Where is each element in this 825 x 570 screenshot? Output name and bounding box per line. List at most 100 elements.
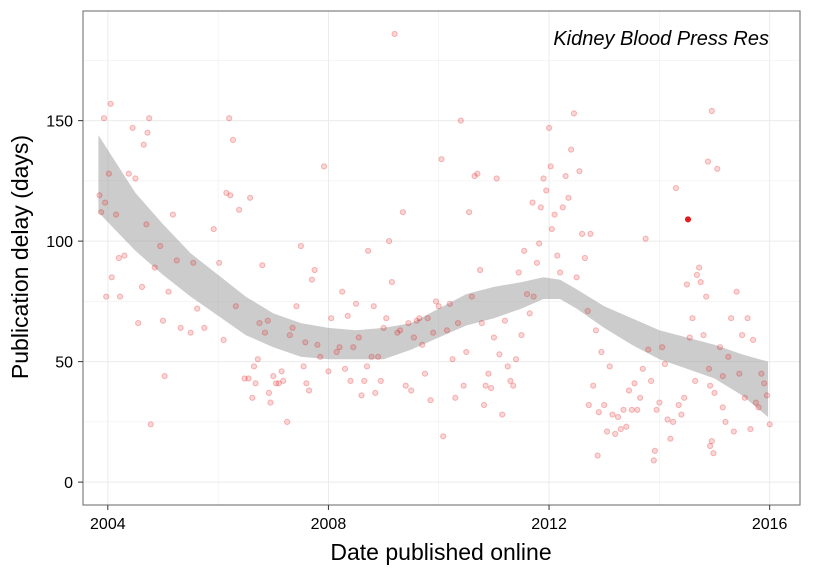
data-point bbox=[523, 291, 531, 298]
data-point bbox=[270, 373, 277, 380]
highlighted-point bbox=[685, 216, 691, 223]
data-point bbox=[443, 327, 451, 334]
data-point bbox=[402, 382, 409, 389]
data-point bbox=[581, 254, 589, 262]
data-point bbox=[507, 377, 514, 384]
data-point bbox=[286, 332, 293, 339]
data-point bbox=[659, 344, 666, 351]
data-point bbox=[661, 360, 669, 368]
data-point bbox=[570, 110, 578, 117]
y-axis-title: Publication delay (days) bbox=[7, 135, 33, 379]
data-point bbox=[573, 274, 580, 281]
chart-annotation: Kidney Blood Press Res bbox=[553, 28, 769, 50]
data-point bbox=[708, 107, 715, 115]
data-point bbox=[289, 324, 296, 331]
data-point bbox=[365, 247, 372, 254]
data-point bbox=[157, 242, 164, 250]
data-point bbox=[736, 370, 743, 377]
data-point bbox=[530, 293, 537, 300]
data-point bbox=[317, 353, 324, 360]
data-point bbox=[440, 433, 447, 440]
data-point bbox=[478, 320, 485, 327]
data-point bbox=[697, 279, 704, 286]
data-point bbox=[341, 365, 349, 372]
data-point bbox=[463, 348, 470, 356]
axes: 2004 2008 2012 2016 0 50 100 150 bbox=[46, 114, 787, 533]
data-point bbox=[471, 173, 478, 180]
data-point bbox=[678, 411, 685, 418]
data-point bbox=[350, 344, 357, 351]
data-point bbox=[696, 264, 703, 271]
data-point bbox=[187, 329, 194, 336]
data-point bbox=[297, 242, 304, 250]
data-point bbox=[625, 387, 633, 394]
data-point bbox=[755, 404, 762, 411]
data-point bbox=[138, 283, 146, 290]
data-point bbox=[705, 365, 713, 372]
data-point bbox=[370, 303, 377, 310]
data-point bbox=[645, 346, 652, 353]
data-point bbox=[159, 317, 167, 324]
y-tick-label: 50 bbox=[55, 355, 73, 372]
data-point bbox=[719, 373, 726, 380]
data-point bbox=[667, 435, 674, 442]
data-point bbox=[113, 211, 120, 218]
data-point bbox=[540, 175, 547, 182]
data-point bbox=[121, 252, 128, 259]
data-point bbox=[565, 194, 572, 201]
data-point bbox=[325, 368, 332, 375]
data-point bbox=[363, 363, 371, 370]
data-point bbox=[711, 389, 718, 396]
data-point bbox=[576, 168, 583, 175]
data-point bbox=[143, 221, 150, 228]
data-point bbox=[490, 334, 497, 341]
data-point bbox=[129, 124, 136, 132]
data-point bbox=[254, 356, 261, 363]
data-point bbox=[493, 175, 500, 182]
data-point bbox=[303, 380, 310, 387]
data-point bbox=[750, 336, 757, 343]
data-point bbox=[466, 209, 473, 216]
data-point bbox=[623, 423, 630, 430]
data-point bbox=[377, 377, 384, 384]
data-point bbox=[752, 399, 760, 406]
data-point bbox=[609, 411, 616, 418]
data-point bbox=[670, 418, 677, 425]
data-point bbox=[421, 370, 429, 377]
data-point bbox=[683, 281, 691, 288]
data-point bbox=[358, 392, 365, 399]
data-point bbox=[103, 293, 110, 300]
data-point bbox=[116, 293, 124, 300]
data-point bbox=[275, 380, 282, 387]
data-point bbox=[628, 406, 635, 413]
data-point bbox=[352, 300, 360, 307]
data-point bbox=[460, 382, 467, 389]
data-point bbox=[280, 377, 287, 384]
data-point bbox=[579, 230, 586, 237]
data-point bbox=[261, 329, 269, 336]
data-point bbox=[419, 341, 426, 348]
data-point bbox=[546, 124, 553, 132]
data-point bbox=[562, 173, 569, 180]
data-point bbox=[302, 339, 309, 346]
data-point bbox=[634, 406, 641, 413]
panel-border bbox=[82, 10, 801, 506]
data-point bbox=[132, 175, 139, 182]
data-point bbox=[108, 274, 115, 281]
y-tick-label: 150 bbox=[46, 114, 73, 131]
data-point bbox=[730, 428, 737, 435]
data-point bbox=[515, 269, 522, 276]
data-point bbox=[747, 426, 754, 433]
data-point bbox=[265, 389, 272, 396]
data-point bbox=[252, 380, 259, 387]
data-point bbox=[568, 146, 575, 153]
data-point bbox=[241, 375, 248, 382]
data-point bbox=[543, 187, 550, 194]
data-point bbox=[405, 320, 412, 327]
data-point bbox=[585, 401, 592, 409]
data-point bbox=[501, 317, 508, 324]
data-point bbox=[452, 394, 459, 401]
data-point bbox=[656, 399, 663, 406]
data-point bbox=[559, 204, 566, 211]
